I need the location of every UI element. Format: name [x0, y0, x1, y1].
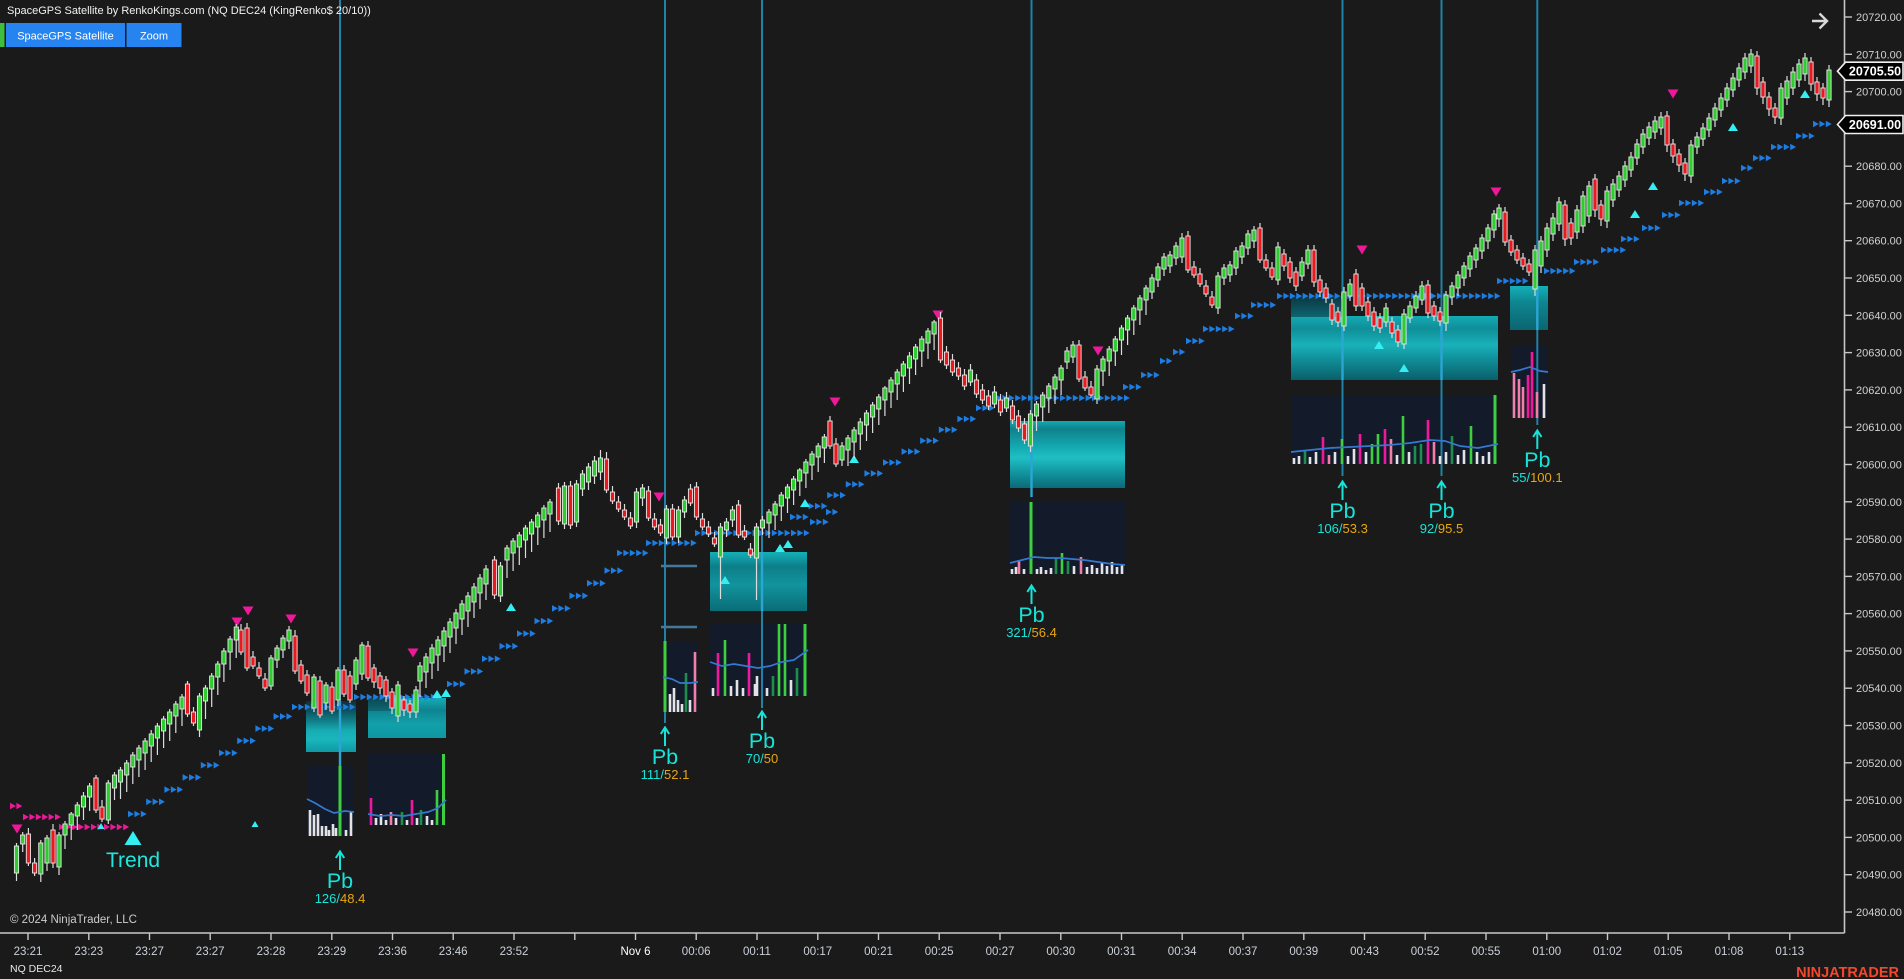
svg-text:20530.00: 20530.00 — [1856, 721, 1902, 733]
svg-text:92/95.5: 92/95.5 — [1420, 521, 1463, 536]
svg-text:20590.00: 20590.00 — [1856, 497, 1902, 509]
svg-text:20700.00: 20700.00 — [1856, 87, 1902, 99]
svg-text:23:36: 23:36 — [378, 946, 407, 958]
svg-text:20610.00: 20610.00 — [1856, 422, 1902, 434]
svg-text:55/100.1: 55/100.1 — [1512, 470, 1563, 485]
svg-text:23:23: 23:23 — [74, 946, 103, 958]
svg-text:01:13: 01:13 — [1775, 946, 1804, 958]
svg-text:20640.00: 20640.00 — [1856, 310, 1902, 322]
svg-text:20620.00: 20620.00 — [1856, 385, 1902, 397]
svg-text:01:02: 01:02 — [1593, 946, 1622, 958]
svg-text:23:28: 23:28 — [257, 946, 286, 958]
svg-text:20550.00: 20550.00 — [1856, 646, 1902, 658]
svg-text:20510.00: 20510.00 — [1856, 795, 1902, 807]
svg-text:106/53.3: 106/53.3 — [1317, 521, 1368, 536]
svg-text:20680.00: 20680.00 — [1856, 161, 1902, 173]
svg-text:23:27: 23:27 — [135, 946, 164, 958]
svg-text:20691.00: 20691.00 — [1849, 118, 1901, 132]
svg-text:Pb: Pb — [749, 729, 775, 753]
svg-text:20650.00: 20650.00 — [1856, 273, 1902, 285]
svg-text:23:52: 23:52 — [500, 946, 529, 958]
svg-text:20705.50: 20705.50 — [1849, 65, 1901, 79]
svg-text:20720.00: 20720.00 — [1856, 12, 1902, 24]
svg-text:20600.00: 20600.00 — [1856, 460, 1902, 472]
svg-text:23:21: 23:21 — [14, 946, 43, 958]
svg-text:SpaceGPS Satellite: SpaceGPS Satellite — [17, 31, 114, 43]
svg-text:00:55: 00:55 — [1472, 946, 1501, 958]
svg-text:00:52: 00:52 — [1411, 946, 1440, 958]
svg-text:23:27: 23:27 — [196, 946, 225, 958]
svg-text:© 2024 NinjaTrader, LLC: © 2024 NinjaTrader, LLC — [10, 914, 137, 926]
svg-text:20570.00: 20570.00 — [1856, 571, 1902, 583]
svg-text:20670.00: 20670.00 — [1856, 199, 1902, 211]
svg-text:Nov 6: Nov 6 — [620, 946, 650, 958]
svg-text:20490.00: 20490.00 — [1856, 870, 1902, 882]
svg-text:00:30: 00:30 — [1046, 946, 1075, 958]
svg-text:20660.00: 20660.00 — [1856, 236, 1902, 248]
svg-text:00:37: 00:37 — [1229, 946, 1258, 958]
svg-text:20630.00: 20630.00 — [1856, 348, 1902, 360]
svg-text:00:31: 00:31 — [1107, 946, 1136, 958]
svg-text:111/52.1: 111/52.1 — [641, 767, 690, 782]
svg-text:20540.00: 20540.00 — [1856, 683, 1902, 695]
svg-text:126/48.4: 126/48.4 — [315, 891, 366, 906]
svg-text:Pb: Pb — [652, 745, 678, 769]
svg-text:00:11: 00:11 — [743, 946, 771, 958]
svg-text:00:21: 00:21 — [864, 946, 893, 958]
svg-text:00:39: 00:39 — [1289, 946, 1318, 958]
svg-text:70/50: 70/50 — [746, 751, 779, 766]
svg-text:00:06: 00:06 — [682, 946, 711, 958]
svg-text:01:05: 01:05 — [1654, 946, 1683, 958]
svg-text:20560.00: 20560.00 — [1856, 609, 1902, 621]
svg-text:00:34: 00:34 — [1168, 946, 1197, 958]
svg-text:01:08: 01:08 — [1715, 946, 1744, 958]
svg-text:NQ DEC24: NQ DEC24 — [10, 963, 63, 975]
svg-text:SpaceGPS Satellite by RenkoKin: SpaceGPS Satellite by RenkoKings.com (NQ… — [7, 5, 371, 17]
svg-text:Trend: Trend — [106, 849, 160, 872]
svg-text:NINJATRADER: NINJATRADER — [1796, 965, 1899, 979]
svg-text:Pb: Pb — [327, 869, 353, 893]
svg-text:Pb: Pb — [1329, 499, 1355, 523]
svg-text:Pb: Pb — [1524, 448, 1550, 472]
svg-text:321/56.4: 321/56.4 — [1006, 625, 1057, 640]
svg-text:20710.00: 20710.00 — [1856, 49, 1902, 61]
svg-text:01:00: 01:00 — [1532, 946, 1561, 958]
svg-text:23:46: 23:46 — [439, 946, 468, 958]
svg-text:Pb: Pb — [1018, 603, 1044, 627]
svg-text:00:17: 00:17 — [803, 946, 832, 958]
svg-text:20580.00: 20580.00 — [1856, 534, 1902, 546]
svg-text:00:43: 00:43 — [1350, 946, 1379, 958]
svg-text:Pb: Pb — [1428, 499, 1454, 523]
svg-text:20500.00: 20500.00 — [1856, 832, 1902, 844]
svg-text:23:29: 23:29 — [317, 946, 346, 958]
svg-text:20480.00: 20480.00 — [1856, 907, 1902, 919]
svg-text:00:25: 00:25 — [925, 946, 954, 958]
svg-text:00:27: 00:27 — [986, 946, 1015, 958]
svg-text:20520.00: 20520.00 — [1856, 758, 1902, 770]
svg-text:Zoom: Zoom — [140, 31, 168, 43]
